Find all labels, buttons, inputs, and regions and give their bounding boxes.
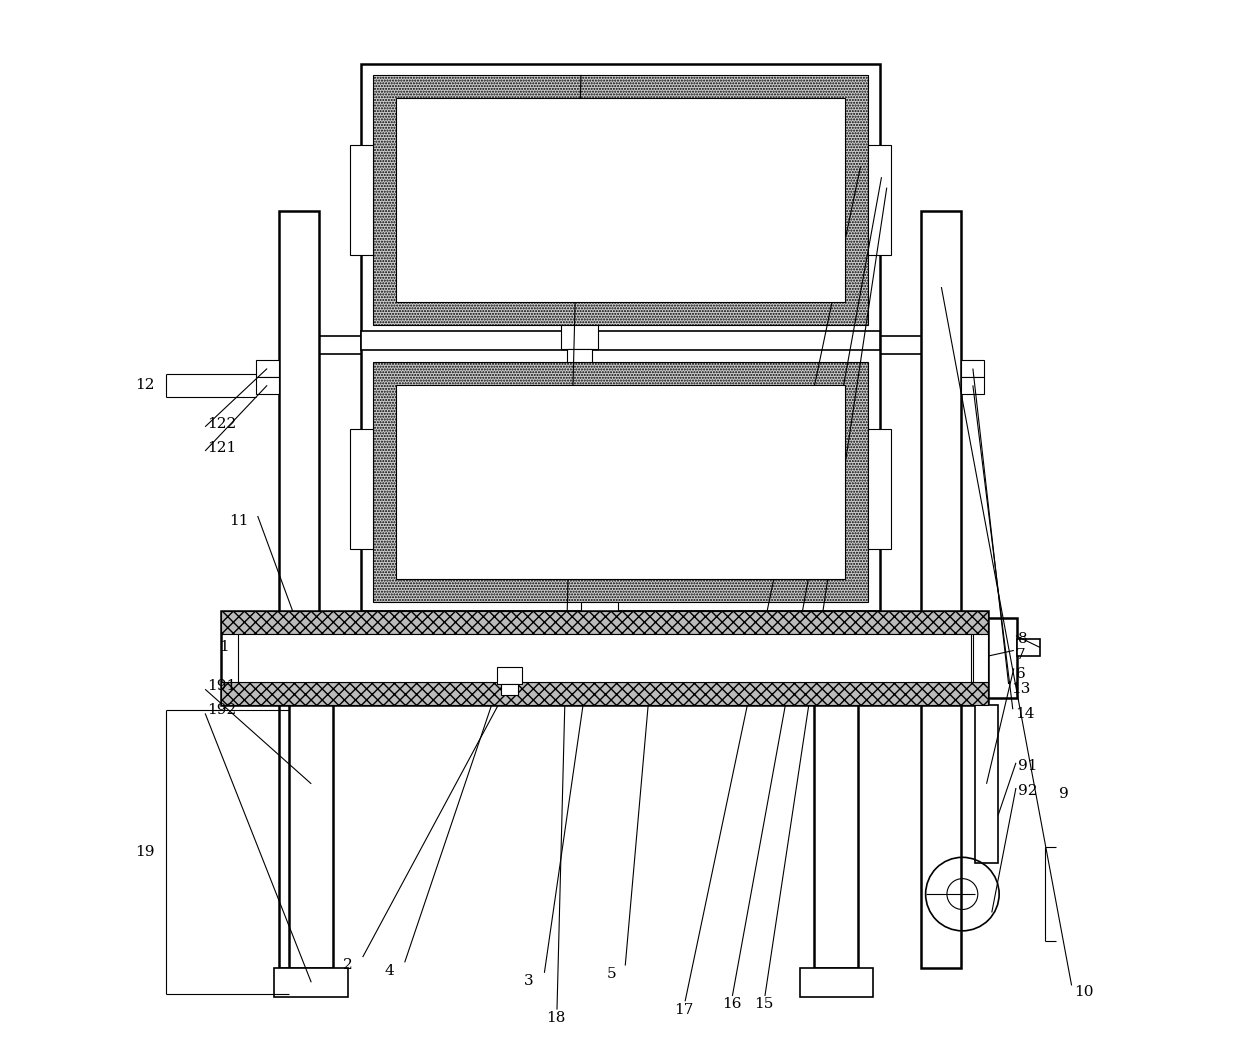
Bar [373,362,868,602]
Bar [397,385,844,579]
Text: 92: 92 [1018,784,1038,798]
Text: 19: 19 [135,846,154,859]
Bar [800,968,873,997]
Text: 7: 7 [1016,648,1025,661]
Bar [361,331,880,350]
Text: 3: 3 [523,974,533,989]
Bar [815,706,858,968]
Text: 2: 2 [342,958,352,973]
Bar [973,634,987,682]
Bar [373,75,868,325]
Bar [1017,639,1040,656]
Bar [868,145,892,255]
Bar [397,98,844,302]
Bar [961,377,985,394]
Text: 18: 18 [547,1011,565,1025]
Bar [975,706,998,862]
Bar [588,625,611,640]
Text: 4: 4 [384,963,394,978]
Text: 121: 121 [207,441,237,455]
Text: 15: 15 [754,997,774,1011]
Text: 5: 5 [606,967,616,981]
Text: 14: 14 [1014,708,1034,721]
Bar [361,64,880,611]
Bar [238,634,971,682]
Text: 13: 13 [1011,682,1030,696]
Text: 11: 11 [229,514,249,529]
Bar [868,430,892,550]
Text: 192: 192 [207,703,237,717]
Bar [221,682,987,706]
Bar [279,212,319,968]
Bar [255,377,279,394]
Bar [274,968,348,997]
Bar [582,602,618,625]
Bar [221,611,987,706]
Text: 191: 191 [207,679,237,693]
Text: 9: 9 [1059,788,1069,801]
Bar [562,325,598,349]
Bar [501,684,518,695]
Bar [289,706,334,968]
Text: 8: 8 [1018,632,1028,645]
Text: 122: 122 [207,417,237,431]
Bar [350,145,373,255]
Text: 1: 1 [218,640,228,654]
Text: 91: 91 [1018,759,1038,773]
Text: 16: 16 [722,997,742,1011]
Text: 10: 10 [1074,985,1094,998]
Bar [921,212,961,968]
Text: 12: 12 [135,378,154,393]
Text: 17: 17 [675,1002,694,1016]
Bar [255,360,279,377]
Bar [987,618,1017,698]
Bar [568,349,591,363]
Bar [350,430,373,550]
Text: 6: 6 [1016,667,1025,680]
Bar [221,611,987,634]
Bar [497,668,522,684]
Bar [961,360,985,377]
